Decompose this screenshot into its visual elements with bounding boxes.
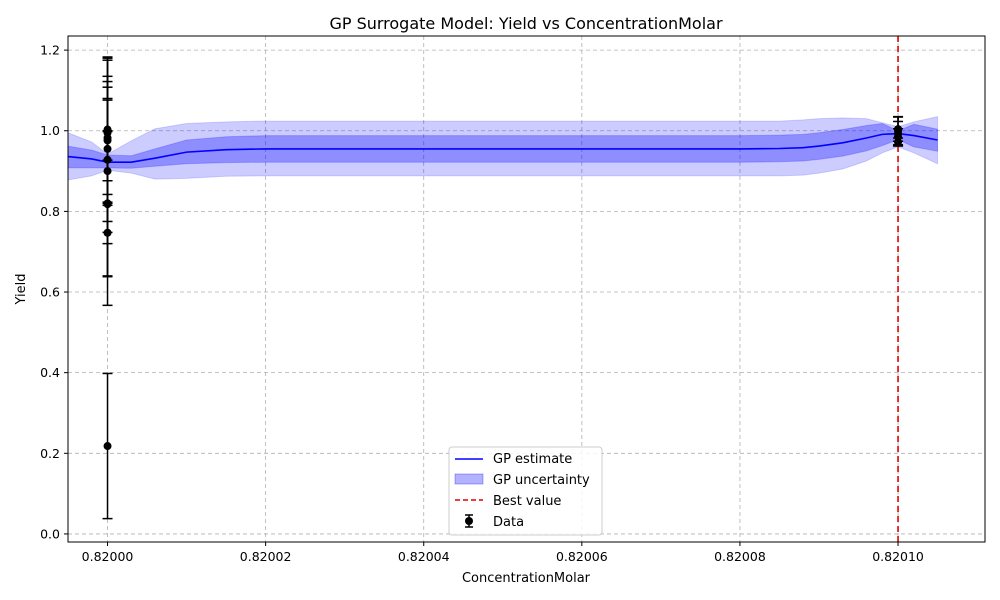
legend-box bbox=[448, 446, 603, 536]
y-axis-label: Yield bbox=[14, 274, 29, 306]
legend-best-value: Best value bbox=[493, 494, 561, 509]
y-tick-label: 1.0 bbox=[40, 123, 60, 138]
inner-uncertainty-band bbox=[67, 122, 939, 169]
x-tick-label: 0.82008 bbox=[714, 549, 766, 564]
y-tick-label: 1.2 bbox=[40, 43, 60, 58]
data-point bbox=[102, 56, 113, 203]
legend-data-swatch bbox=[465, 514, 473, 528]
data-marker bbox=[103, 442, 112, 451]
data-marker bbox=[894, 125, 903, 134]
data-point bbox=[893, 116, 904, 142]
gp-estimate-line bbox=[67, 132, 938, 163]
y-tick-label: 0.8 bbox=[40, 204, 60, 219]
x-tick-label: 0.82000 bbox=[82, 549, 134, 564]
legend-data: Data bbox=[493, 515, 524, 530]
chart-title: GP Surrogate Model: Yield vs Concentrati… bbox=[329, 14, 723, 33]
x-axis-label: ConcentrationMolar bbox=[462, 571, 591, 586]
plot-frame bbox=[67, 35, 986, 543]
x-axis-ticks: 0.82000 0.82002 0.82004 0.82006 0.82008 0.820… bbox=[82, 542, 924, 564]
data-marker bbox=[103, 125, 112, 134]
gp-line-layer bbox=[67, 132, 938, 163]
y-tick-label: 0.2 bbox=[40, 446, 60, 461]
legend: GP estimate GP uncertainty Best value Da… bbox=[448, 446, 603, 536]
x-tick-label: 0.82006 bbox=[556, 549, 608, 564]
x-tick-label: 0.82004 bbox=[398, 549, 450, 564]
legend-gp-uncertainty: GP uncertainty bbox=[493, 473, 590, 488]
y-axis-ticks: 0.0 0.2 0.4 0.6 0.8 1.0 1.2 bbox=[40, 43, 68, 541]
legend-gp-estimate: GP estimate bbox=[493, 452, 572, 467]
y-tick-label: 0.0 bbox=[40, 526, 60, 541]
x-tick-label: 0.82002 bbox=[240, 549, 292, 564]
data-points-layer bbox=[102, 56, 904, 520]
y-tick-label: 0.4 bbox=[40, 365, 60, 380]
legend-uncertainty-swatch bbox=[454, 473, 484, 485]
x-tick-label: 0.82010 bbox=[872, 549, 924, 564]
y-tick-label: 0.6 bbox=[40, 285, 60, 300]
data-point bbox=[102, 372, 113, 520]
